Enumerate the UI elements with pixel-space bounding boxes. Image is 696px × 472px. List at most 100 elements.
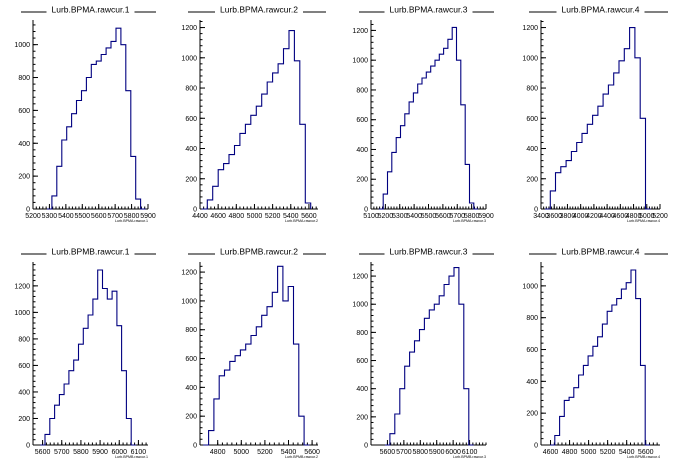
y-tick-label: 400 bbox=[526, 379, 538, 386]
y-tick-label: 200 bbox=[356, 177, 368, 184]
histogram-series bbox=[385, 267, 474, 446]
chart-title: Lurb.BPMA.rawcur.3 bbox=[390, 5, 468, 15]
x-tick-label: 5400 bbox=[58, 213, 74, 220]
x-tick-label: 4800 bbox=[229, 213, 245, 220]
x-tick-label: 4800 bbox=[626, 213, 642, 220]
x-tick-label: 5400 bbox=[619, 449, 635, 456]
y-tick-label: 0 bbox=[26, 207, 30, 214]
histogram-series bbox=[550, 269, 650, 446]
title-box bbox=[556, 246, 645, 257]
x-tick-label: 5600 bbox=[301, 213, 317, 220]
y-tick-label: 1000 bbox=[522, 55, 538, 62]
chart-panel-3: Lurb.BPMA.rawcur.3 0 200 400 600 800 1000 1200 5… bbox=[352, 4, 494, 223]
y-tick-label: 1200 bbox=[14, 283, 30, 290]
x-tick-label: 4600 bbox=[543, 449, 559, 456]
x-tick-label: 5600 bbox=[304, 449, 320, 456]
y-tick-label: 600 bbox=[18, 363, 30, 370]
title-box bbox=[556, 4, 645, 15]
x-tick-label: 5900 bbox=[140, 213, 156, 220]
x-tick-label: 5500 bbox=[421, 213, 437, 220]
x-axis-label: Lurb.BPMA.rawcur.1 bbox=[115, 219, 148, 223]
chart-panel-5: Lurb.BPMB.rawcur.1 0 200 400 600 800 1000 1200 5… bbox=[14, 246, 156, 459]
y-tick-label: 400 bbox=[18, 141, 30, 148]
x-tick-label: 5700 bbox=[449, 213, 465, 220]
x-tick-label: 4200 bbox=[586, 213, 602, 220]
y-tick-label: 0 bbox=[193, 443, 197, 450]
y-tick-label: 600 bbox=[356, 358, 368, 365]
x-tick-label: 3600 bbox=[546, 213, 562, 220]
histogram-series bbox=[378, 26, 479, 210]
title-box bbox=[46, 246, 135, 257]
y-tick-label: 1200 bbox=[522, 25, 538, 32]
x-tick-label: 3800 bbox=[560, 213, 576, 220]
histogram-series bbox=[47, 27, 146, 210]
x-tick-label: 6100 bbox=[462, 449, 478, 456]
x-tick-label: 5200 bbox=[652, 213, 668, 220]
y-tick-label: 400 bbox=[18, 389, 30, 396]
x-tick-label: 4400 bbox=[192, 213, 208, 220]
x-tick-label: 5600 bbox=[380, 449, 396, 456]
y-tick-label: 1200 bbox=[352, 274, 368, 281]
chart-panel-7: Lurb.BPMB.rawcur.3 0 200 400 600 800 1000 1200 5… bbox=[352, 246, 494, 459]
histogram-series bbox=[545, 27, 651, 210]
x-tick-label: 5600 bbox=[638, 449, 654, 456]
x-axis-label: Lurb.BPMB.rawcur.3 bbox=[453, 455, 486, 459]
title-box bbox=[215, 246, 303, 257]
y-tick-label: 600 bbox=[185, 116, 197, 123]
x-tick-label: 3400 bbox=[533, 213, 549, 220]
title-box bbox=[384, 4, 473, 15]
chart-title: Lurb.BPMA.rawcur.4 bbox=[562, 5, 640, 15]
x-tick-label: 5200 bbox=[265, 213, 281, 220]
y-tick-label: 200 bbox=[526, 176, 538, 183]
title-box bbox=[215, 4, 303, 15]
chart-title: Lurb.BPMB.rawcur.1 bbox=[52, 247, 130, 257]
y-tick-label: 1000 bbox=[181, 55, 197, 62]
histogram-series bbox=[201, 30, 312, 210]
chart-title: Lurb.BPMB.rawcur.3 bbox=[390, 247, 468, 257]
x-tick-label: 5200 bbox=[257, 449, 273, 456]
x-tick-label: 4800 bbox=[210, 449, 226, 456]
y-tick-label: 0 bbox=[193, 207, 197, 214]
x-tick-label: 5000 bbox=[247, 213, 263, 220]
title-box bbox=[46, 4, 135, 15]
x-tick-label: 5800 bbox=[412, 449, 428, 456]
histogram-series bbox=[40, 269, 136, 446]
y-tick-label: 400 bbox=[356, 147, 368, 154]
y-tick-label: 200 bbox=[185, 414, 197, 421]
y-tick-label: 600 bbox=[185, 356, 197, 363]
chart-panel-2: Lurb.BPMA.rawcur.2 0 200 400 600 800 1000 1200 4… bbox=[181, 4, 326, 223]
y-tick-label: 200 bbox=[18, 416, 30, 423]
x-tick-label: 5400 bbox=[283, 213, 299, 220]
y-tick-label: 400 bbox=[356, 386, 368, 393]
y-tick-label: 0 bbox=[364, 207, 368, 214]
x-tick-label: 4600 bbox=[613, 213, 629, 220]
x-tick-label: 6100 bbox=[131, 449, 147, 456]
histogram-series bbox=[203, 265, 310, 446]
y-tick-label: 1000 bbox=[14, 310, 30, 317]
y-tick-label: 400 bbox=[185, 146, 197, 153]
chart-title: Lurb.BPMB.rawcur.2 bbox=[220, 247, 298, 257]
x-tick-label: 6000 bbox=[111, 449, 127, 456]
y-tick-label: 800 bbox=[18, 75, 30, 82]
y-tick-label: 1000 bbox=[352, 302, 368, 309]
x-tick-label: 5400 bbox=[406, 213, 422, 220]
chart-title: Lurb.BPMA.rawcur.2 bbox=[220, 5, 298, 15]
x-axis-label: Lurb.BPMA.rawcur.2 bbox=[285, 219, 318, 223]
chart-panel-8: Lurb.BPMB.rawcur.4 0 200 400 600 800 1000 4600 4… bbox=[522, 246, 668, 459]
x-tick-label: 5900 bbox=[429, 449, 445, 456]
chart-panel-4: Lurb.BPMA.rawcur.4 0 200 400 600 800 1000 1200 3… bbox=[522, 4, 668, 223]
x-tick-label: 4800 bbox=[562, 449, 578, 456]
y-tick-label: 800 bbox=[356, 330, 368, 337]
y-tick-label: 0 bbox=[364, 443, 368, 450]
y-tick-label: 600 bbox=[356, 117, 368, 124]
x-tick-label: 5400 bbox=[281, 449, 297, 456]
y-tick-label: 0 bbox=[26, 443, 30, 450]
y-tick-label: 600 bbox=[526, 116, 538, 123]
y-tick-label: 600 bbox=[526, 347, 538, 354]
y-tick-label: 800 bbox=[526, 315, 538, 322]
y-tick-label: 400 bbox=[185, 385, 197, 392]
x-tick-label: 5200 bbox=[25, 213, 41, 220]
y-tick-label: 1000 bbox=[14, 42, 30, 49]
y-tick-label: 1000 bbox=[181, 298, 197, 305]
